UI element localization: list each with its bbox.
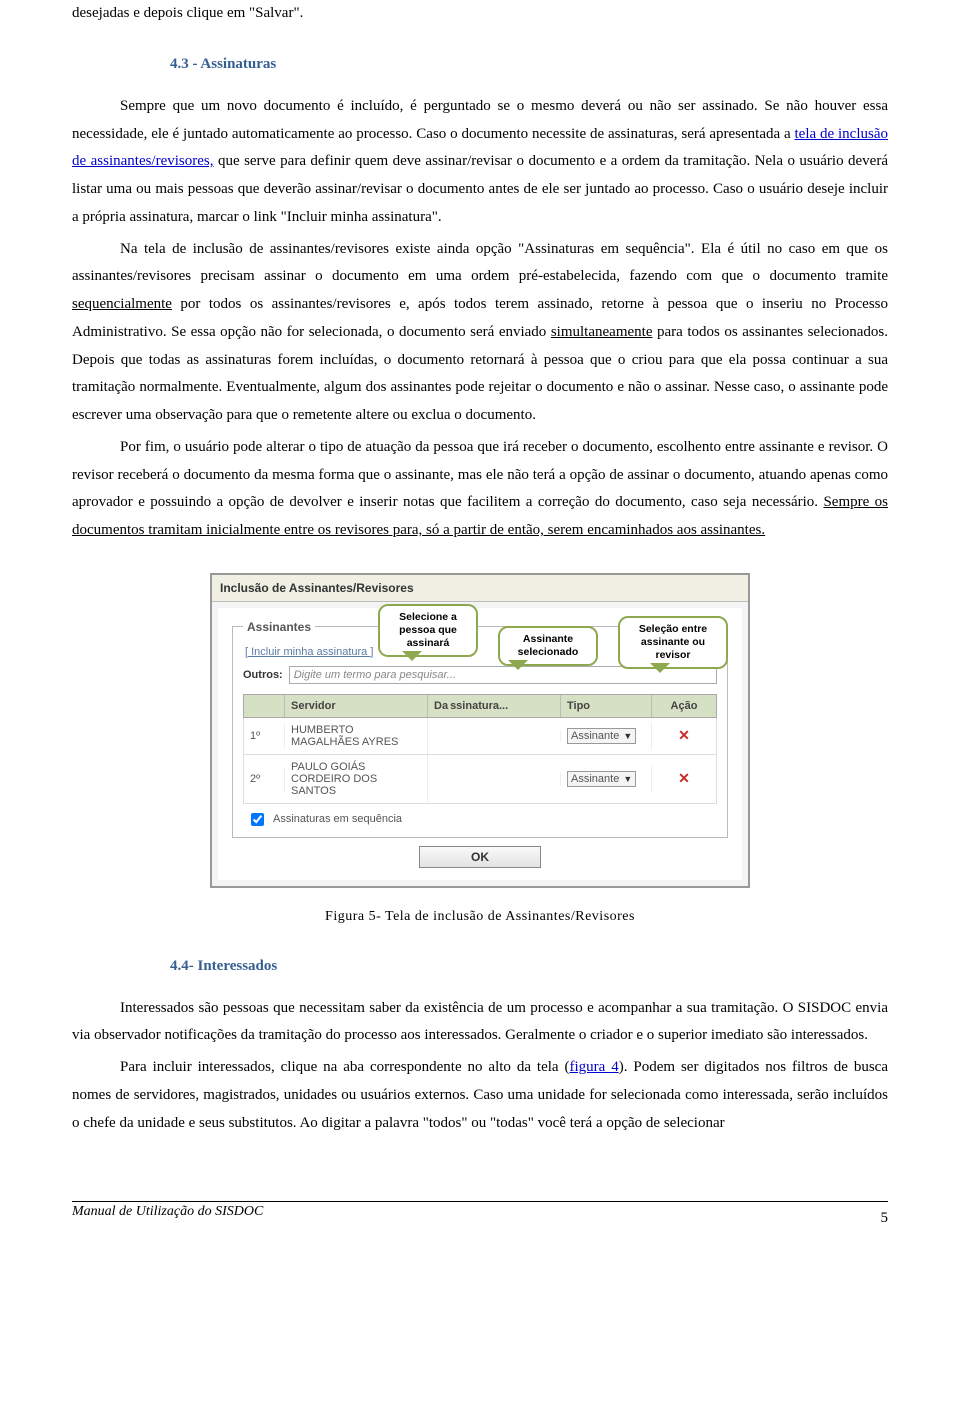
- row2-tipo-select[interactable]: Assinante ▼: [567, 771, 636, 787]
- row1-tipo-cell: Assinante ▼: [561, 722, 652, 750]
- row1-tipo-select[interactable]: Assinante ▼: [567, 728, 636, 744]
- sec43-para1: Sempre que um novo documento é incluído,…: [72, 93, 888, 232]
- section-4-3-title: 4.3 - Assinaturas: [170, 56, 888, 73]
- page-number: 5: [881, 1204, 889, 1227]
- callout-assinante-selecionado: Assinante selecionado: [498, 626, 598, 666]
- sec43-para3: Por fim, o usuário pode alterar o tipo d…: [72, 434, 888, 545]
- figure-5-container: Inclusão de Assinantes/Revisores Selecio…: [210, 573, 750, 888]
- dialog-inclusao-assinantes: Inclusão de Assinantes/Revisores Selecio…: [210, 573, 750, 888]
- checkbox-assinaturas-sequencia[interactable]: [251, 813, 264, 826]
- col-blank: [244, 695, 285, 717]
- sec43-para2: Na tela de inclusão de assinantes/reviso…: [72, 236, 888, 430]
- col-servidor: Servidor: [285, 695, 428, 717]
- col-data-suffix: ssinatura...: [450, 700, 508, 712]
- link-figura-4[interactable]: figura 4: [569, 1059, 618, 1075]
- row1-tipo-value: Assinante: [571, 730, 619, 742]
- chevron-down-icon: ▼: [623, 774, 632, 784]
- word-simultaneamente: simultaneamente: [551, 324, 653, 340]
- table-row: 1º HUMBERTO MAGALHÃES AYRES Assinante ▼ …: [243, 718, 717, 755]
- sec44-p2-a: Para incluir interessados, clique na aba…: [120, 1059, 569, 1075]
- row2-data: [428, 773, 561, 785]
- footer-title: Manual de Utilização do SISDOC: [72, 1204, 263, 1227]
- sec44-para2: Para incluir interessados, clique na aba…: [72, 1054, 888, 1137]
- row2-tipo-value: Assinante: [571, 773, 619, 785]
- sec44-para1: Interessados são pessoas que necessitam …: [72, 995, 888, 1051]
- row2-servidor: PAULO GOIÁS CORDEIRO DOS SANTOS: [285, 755, 428, 803]
- intro-text: desejadas e depois clique em "Salvar".: [72, 0, 888, 28]
- grid-header: Servidor Dassinatura... Tipo Ação: [243, 694, 717, 718]
- word-sequencialmente: sequencialmente: [72, 296, 172, 312]
- fieldset-legend: Assinantes: [243, 620, 315, 634]
- page-footer: Manual de Utilização do SISDOC 5: [72, 1201, 888, 1227]
- row2-idx: 2º: [244, 767, 285, 791]
- sec43-p1-a: Sempre que um novo documento é incluído,…: [72, 98, 888, 142]
- table-row: 2º PAULO GOIÁS CORDEIRO DOS SANTOS Assin…: [243, 755, 717, 804]
- section-4-4-title: 4.4- Interessados: [170, 958, 888, 975]
- row1-idx: 1º: [244, 724, 285, 748]
- row1-delete-icon[interactable]: ✕: [658, 727, 710, 744]
- col-acao: Ação: [652, 695, 716, 717]
- row2-tipo-cell: Assinante ▼: [561, 765, 652, 793]
- sec43-p2-a: Na tela de inclusão de assinantes/reviso…: [72, 241, 888, 285]
- col-tipo: Tipo: [561, 695, 652, 717]
- dialog-title: Inclusão de Assinantes/Revisores: [212, 575, 748, 602]
- ok-button[interactable]: OK: [419, 846, 541, 868]
- col-data-prefix: Da: [434, 700, 448, 712]
- col-data-assinatura: Dassinatura...: [428, 695, 561, 717]
- chevron-down-icon: ▼: [623, 731, 632, 741]
- callout-selecao-tipo: Seleção entre assinante ou revisor: [618, 616, 728, 669]
- outros-label: Outros:: [243, 669, 283, 681]
- figure-5-caption: Figura 5- Tela de inclusão de Assinantes…: [72, 904, 888, 930]
- sec43-p3-a: Por fim, o usuário pode alterar o tipo d…: [72, 439, 888, 511]
- seq-label: Assinaturas em sequência: [273, 813, 402, 825]
- row2-delete-icon[interactable]: ✕: [658, 770, 710, 787]
- row1-data: [428, 730, 561, 742]
- row1-servidor: HUMBERTO MAGALHÃES AYRES: [285, 718, 428, 754]
- callout-selecione-pessoa: Selecione a pessoa que assinará: [378, 604, 478, 657]
